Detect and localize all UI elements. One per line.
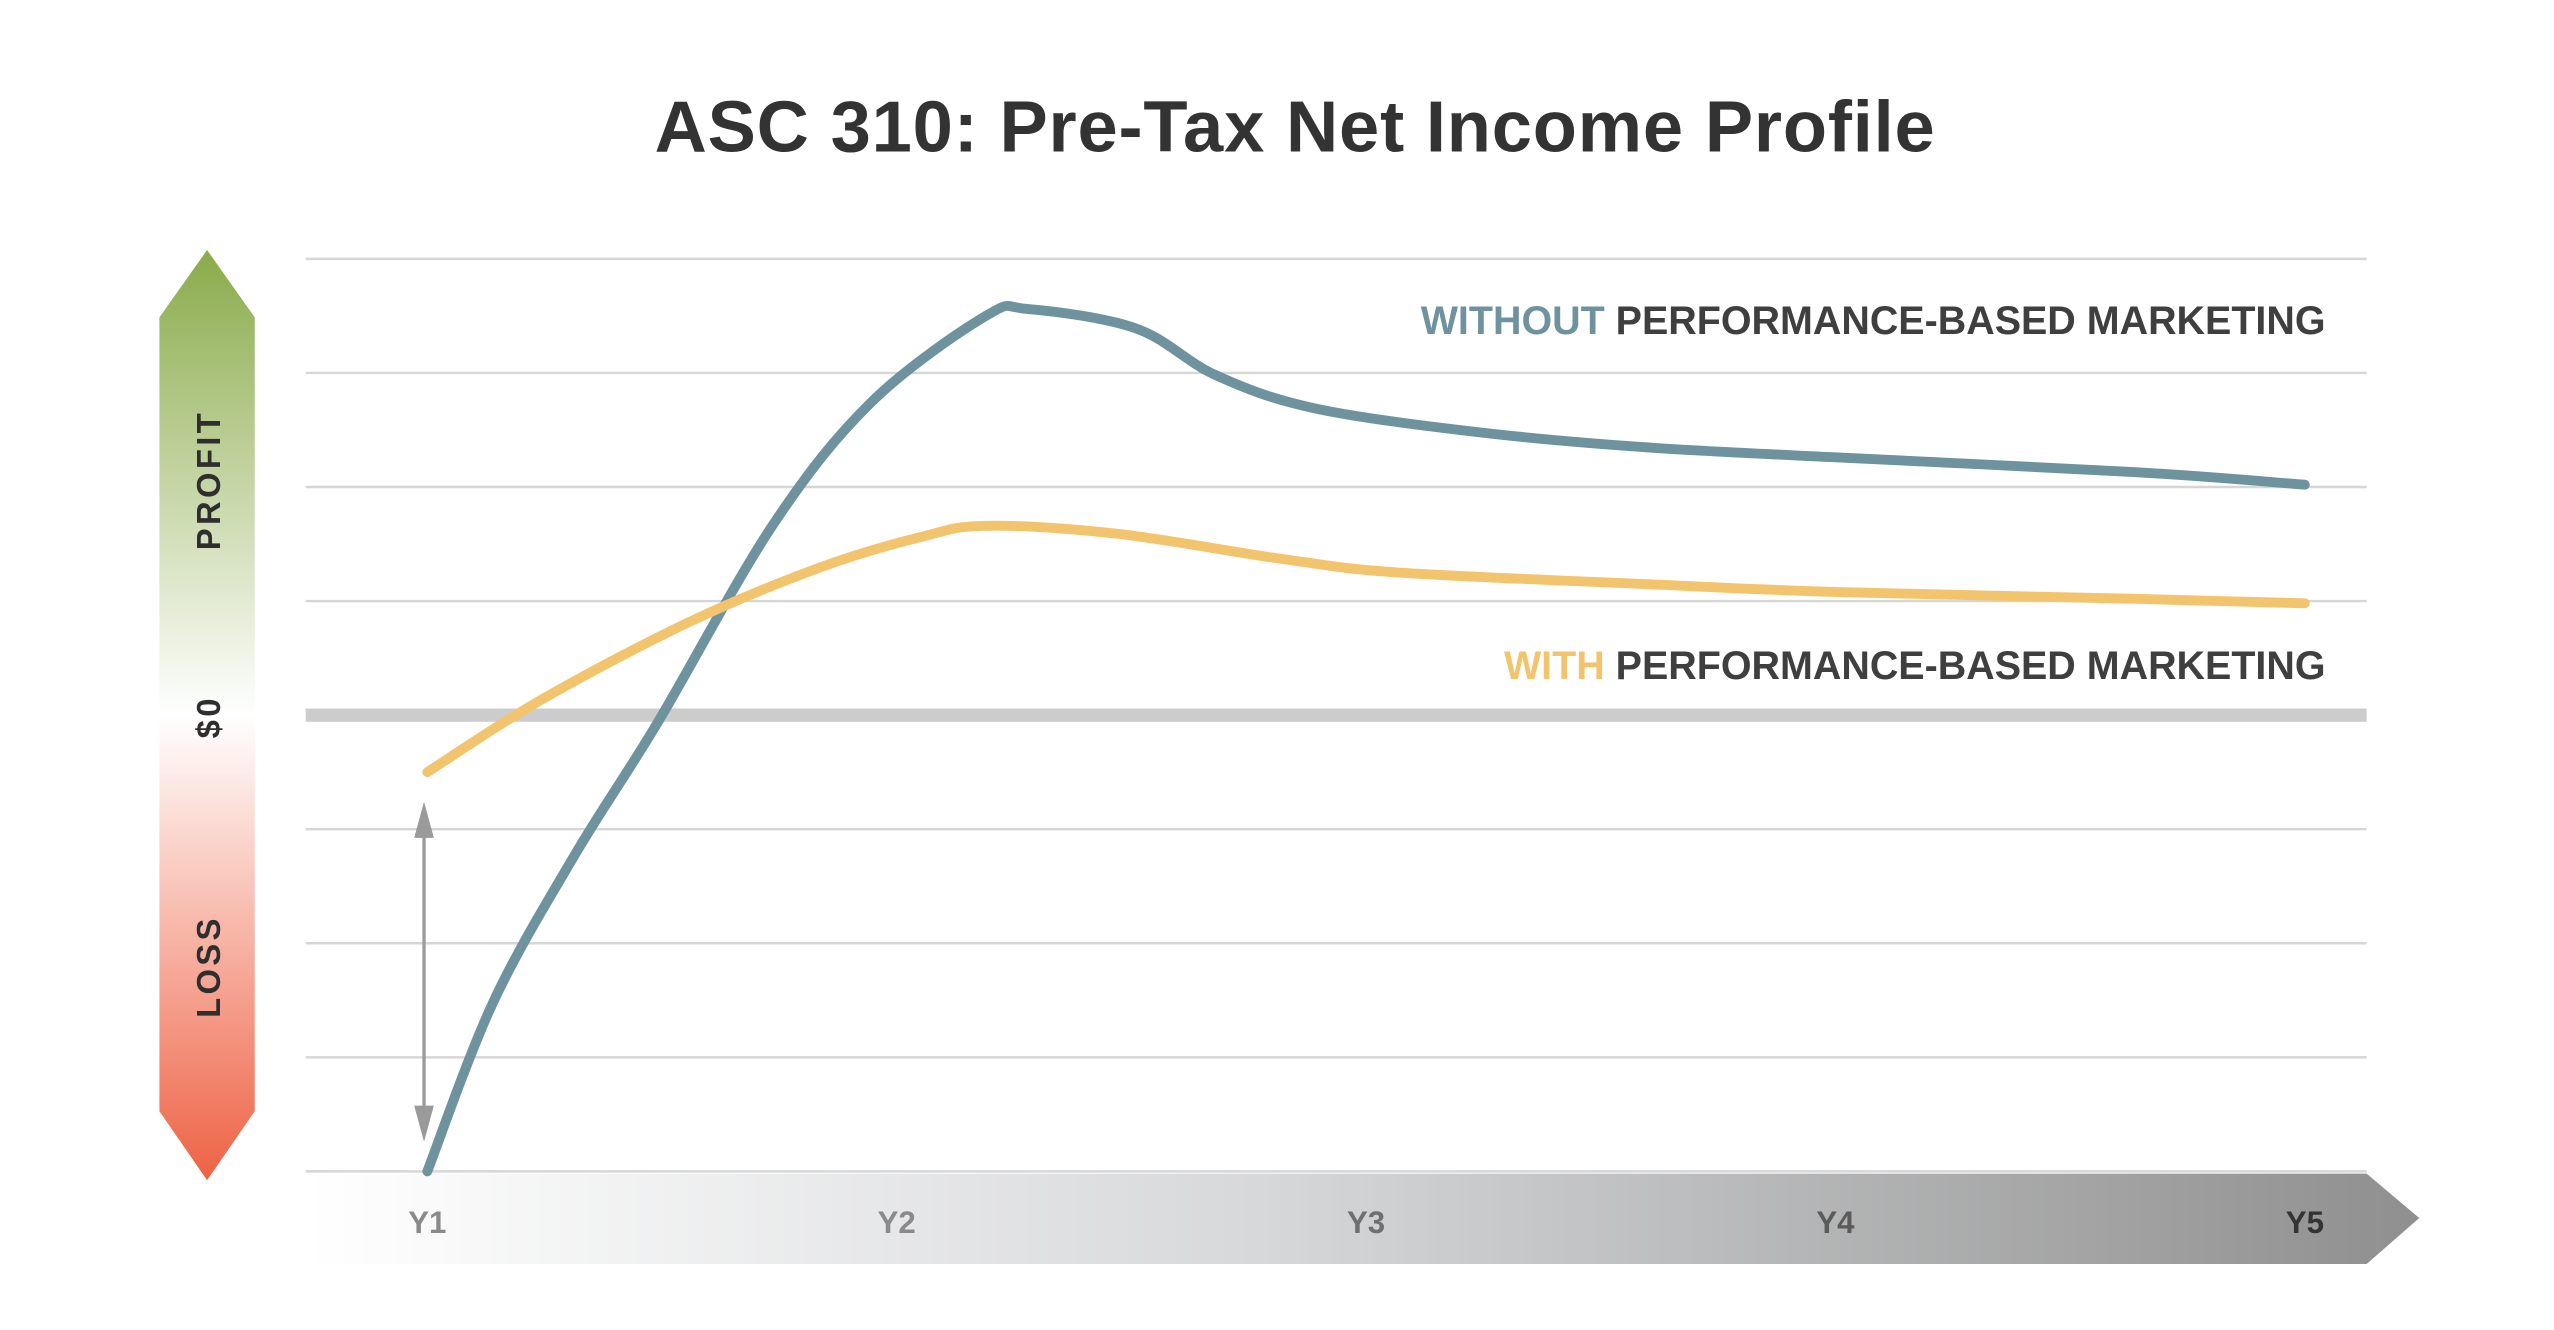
profit-loss-scale-arrow: [159, 250, 255, 1181]
legend-with-highlight: WITH: [1504, 644, 1605, 688]
side-label-zero: $0: [190, 695, 227, 738]
arrow-head-up: [414, 801, 434, 838]
x-axis-band: [305, 1173, 2420, 1265]
series-line-with: [422, 520, 2310, 778]
series-line-without: [422, 301, 2310, 1177]
legend-without-highlight: WITHOUT: [1421, 299, 1605, 343]
side-label-profit: PROFIT: [190, 410, 227, 550]
x-tick-label: Y2: [878, 1205, 916, 1240]
legend-with-rest: PERFORMANCE-BASED MARKETING: [1616, 644, 2326, 688]
x-tick-label: Y5: [2286, 1205, 2324, 1240]
x-tick-label: Y3: [1347, 1205, 1385, 1240]
chart-title: ASC 310: Pre-Tax Net Income Profile: [655, 87, 1936, 167]
legend-without: WITHOUT PERFORMANCE-BASED MARKETING: [1421, 299, 2326, 343]
side-label-loss: LOSS: [190, 915, 227, 1018]
legend-without-rest: PERFORMANCE-BASED MARKETING: [1616, 299, 2326, 343]
gap-double-arrow: [414, 801, 434, 1142]
arrow-head-down: [414, 1105, 434, 1142]
gridlines: [305, 257, 2367, 1173]
x-tick-label: Y4: [1816, 1205, 1855, 1240]
x-tick-label: Y1: [408, 1205, 446, 1240]
legend-with: WITH PERFORMANCE-BASED MARKETING: [1504, 644, 2326, 688]
